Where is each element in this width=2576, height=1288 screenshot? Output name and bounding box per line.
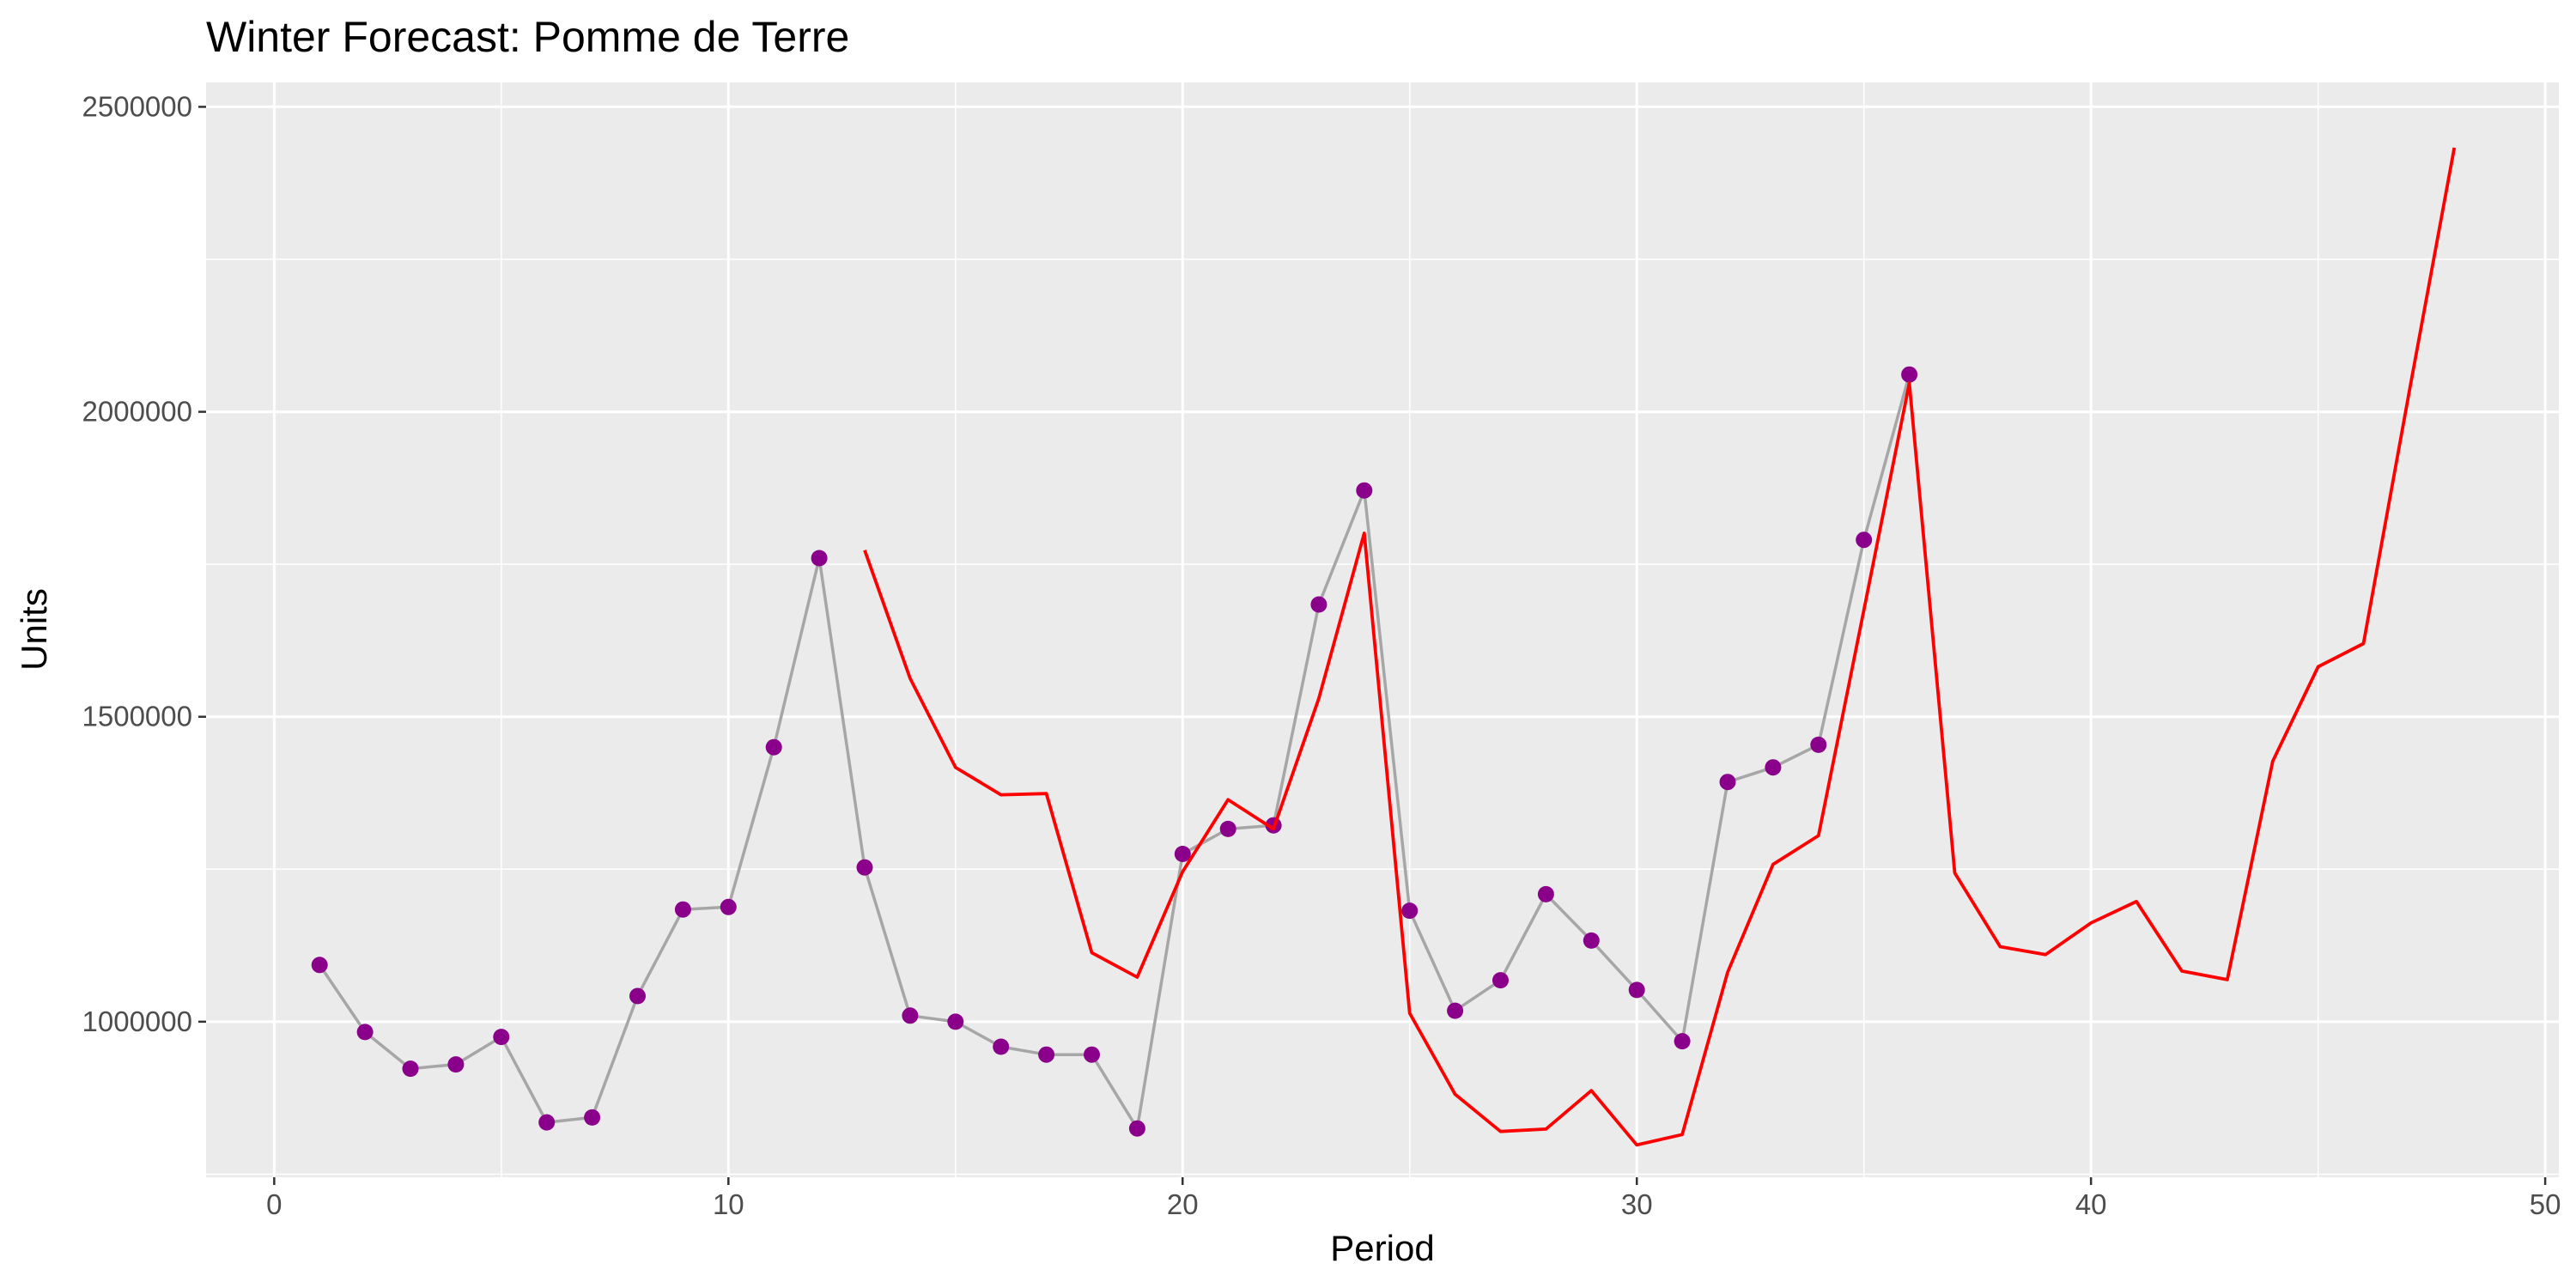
y-tick-label-2: 2000000 [82, 396, 192, 428]
x-axis: 0 10 20 30 40 50 [266, 1177, 2561, 1220]
actual-point-4 [447, 1056, 465, 1073]
actual-point-3 [402, 1060, 419, 1078]
actual-point-24 [1356, 482, 1373, 499]
actual-point-26 [1447, 1002, 1464, 1019]
actual-point-15 [947, 1013, 964, 1030]
y-axis: 1000000 1500000 2000000 2500000 [82, 90, 206, 1037]
actual-point-5 [493, 1029, 510, 1046]
actual-point-23 [1310, 596, 1327, 613]
actual-point-12 [811, 550, 828, 567]
series-actual [311, 366, 1918, 1137]
grid-minor [206, 82, 2559, 1177]
chart-title: Winter Forecast: Pomme de Terre [206, 13, 849, 61]
actual-point-30 [1628, 981, 1645, 999]
actual-point-31 [1674, 1033, 1691, 1050]
actual-point-1 [311, 957, 328, 974]
y-tick-label-3: 2500000 [82, 90, 192, 122]
actual-point-28 [1537, 885, 1554, 902]
actual-point-2 [356, 1024, 374, 1041]
x-tick-label-2: 20 [1167, 1188, 1199, 1220]
actual-point-13 [856, 859, 873, 876]
actual-point-29 [1583, 932, 1600, 949]
x-tick-label-3: 30 [1621, 1188, 1653, 1220]
x-tick-label-4: 40 [2075, 1188, 2107, 1220]
x-tick-label-0: 0 [266, 1188, 282, 1220]
actual-point-19 [1128, 1120, 1145, 1137]
actual-point-11 [765, 738, 782, 756]
actual-point-18 [1084, 1046, 1100, 1063]
actual-point-6 [538, 1114, 556, 1131]
actual-point-25 [1401, 902, 1419, 920]
actual-point-9 [674, 901, 691, 918]
y-tick-label-0: 1000000 [82, 1005, 192, 1037]
actual-point-17 [1038, 1046, 1055, 1063]
plot-panel [206, 82, 2559, 1177]
actual-point-27 [1492, 972, 1509, 989]
actual-point-35 [1856, 532, 1873, 549]
actual-point-21 [1219, 820, 1236, 837]
series-forecast [863, 147, 2457, 1147]
x-axis-title: Period [1330, 1228, 1434, 1268]
x-tick-label-1: 10 [713, 1188, 744, 1220]
y-tick-label-1: 1500000 [82, 701, 192, 732]
forecast-line [863, 147, 2457, 1147]
actual-point-16 [993, 1038, 1010, 1055]
actual-point-32 [1719, 774, 1736, 791]
actual-point-7 [584, 1109, 601, 1126]
actual-point-10 [720, 898, 737, 915]
actual-point-34 [1810, 736, 1827, 753]
actual-point-36 [1901, 366, 1918, 383]
actual-point-8 [629, 987, 646, 1005]
actual-point-14 [902, 1007, 919, 1024]
y-axis-title: Units [14, 588, 54, 671]
x-tick-label-5: 50 [2530, 1188, 2561, 1220]
actual-point-33 [1765, 759, 1782, 776]
actual-point-20 [1174, 846, 1191, 862]
